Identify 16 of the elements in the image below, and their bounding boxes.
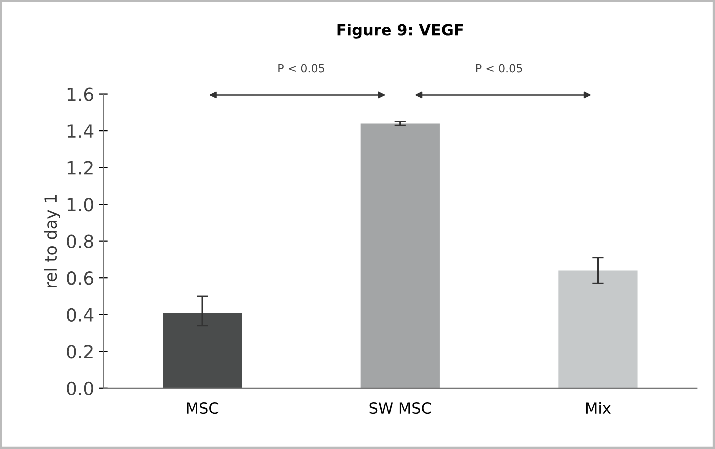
x-tick-label: Mix [586, 402, 611, 414]
y-tick-label: 0.8 [67, 234, 94, 248]
y-tick-label: 0.0 [67, 382, 94, 396]
y-tick-label: 1.2 [68, 161, 93, 175]
y-tick-label: 0.2 [67, 345, 93, 359]
chart-title: Figure 9: VEGF [338, 24, 464, 39]
text: P < 0.05 [278, 64, 324, 73]
x-tick-label: SW MSC [370, 402, 432, 414]
y-tick-label: 1.0 [68, 198, 94, 212]
x-tick-label: MSC [187, 402, 219, 414]
text: P < 0.05 [476, 64, 522, 73]
y-tick-label: 0.6 [67, 272, 94, 286]
y-axis-title: rel to day 1 [44, 195, 60, 288]
y-tick-label: 0.4 [67, 308, 94, 322]
y-tick-label: 1.4 [68, 124, 94, 138]
y-tick-label: 1.6 [68, 88, 94, 102]
